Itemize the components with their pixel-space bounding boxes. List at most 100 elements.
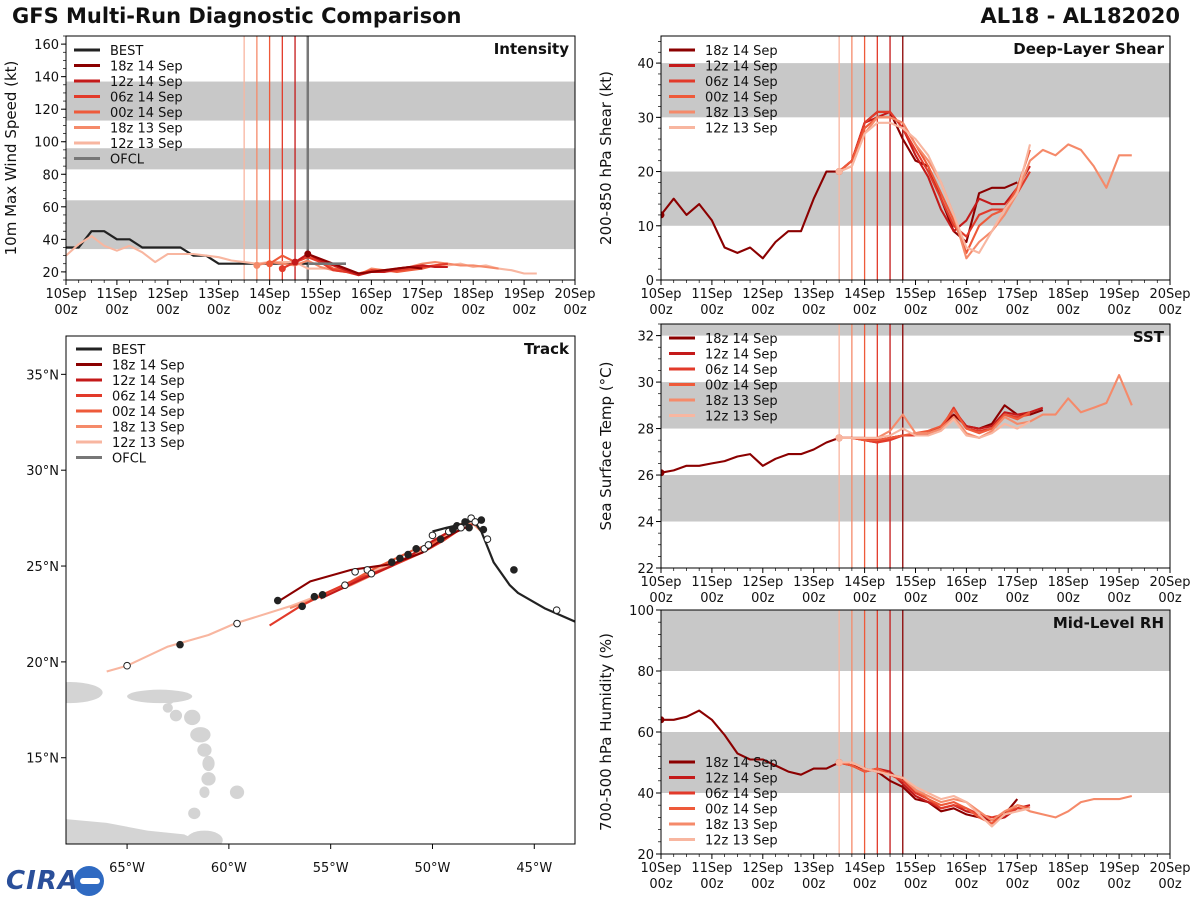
sst-chart: 22242628303210Sep00z11Sep00z12Sep00z13Se…	[597, 323, 1191, 606]
sst-init-marker	[661, 469, 665, 477]
sst-ytick-label: 26	[637, 469, 654, 484]
intensity-init-marker	[253, 261, 261, 269]
intensity-ytick-label: 140	[34, 71, 59, 86]
shear-line-12z-14-sep	[838, 110, 1031, 233]
shear-ytick-label: 20	[637, 166, 654, 181]
track-marker-filled	[510, 566, 518, 574]
track-legend-18z-14-sep: 18z 14 Sep	[112, 359, 185, 374]
track-legend-best: BEST	[112, 343, 145, 358]
shear-line-18z-13-sep	[838, 116, 1132, 260]
track-line-12z-13-sep	[106, 519, 474, 673]
track-legend-ofcl: OFCL	[112, 452, 147, 467]
track-ytick-label: 20°N	[26, 656, 59, 671]
island	[127, 689, 193, 704]
intensity-xtick-hour: 00z	[563, 303, 587, 318]
track-marker-filled	[273, 596, 282, 605]
sst-series-group	[661, 374, 1133, 477]
track-marker-filled	[318, 590, 327, 599]
intensity-ytick-label: 60	[42, 201, 59, 216]
rh-xtick-hour: 00z	[1158, 877, 1182, 892]
rh-init-marker	[661, 716, 665, 724]
intensity-title: Intensity	[494, 40, 570, 58]
sst-xtick-hour: 00z	[955, 591, 979, 606]
shear-title: Deep-Layer Shear	[1013, 40, 1164, 58]
island	[169, 709, 183, 722]
intensity-xtick-hour: 00z	[156, 303, 180, 318]
sst-init-marker	[835, 434, 843, 442]
track-map: 65°W 60°W 55°W 50°W 45°W 15°N 20°N 25°N 30°N 35°N…	[26, 335, 576, 876]
island	[66, 682, 103, 704]
intensity-ytick-label: 80	[42, 168, 59, 183]
rh-xtick-hour: 00z	[1057, 877, 1081, 892]
intensity-ytick-label: 160	[34, 38, 59, 53]
rh-legend-12z-14-sep: 12z 14 Sep	[705, 772, 778, 787]
intensity-xtick-day: 18Sep	[453, 287, 494, 302]
shear-xtick-hour: 00z	[853, 303, 877, 318]
rh-legend-12z-13-sep: 12z 13 Sep	[705, 834, 778, 849]
track-title: Track	[524, 340, 570, 358]
shear-ylabel: 200-850 hPa Shear (kt)	[597, 71, 615, 245]
rh-xtick-day: 11Sep	[691, 861, 732, 876]
sst-band	[661, 324, 1170, 336]
rh-ytick-label: 40	[637, 787, 654, 802]
track-marker-filled	[387, 558, 396, 567]
track-legend-12z-13-sep: 12z 13 Sep	[112, 436, 185, 451]
rh-xtick-hour: 00z	[1107, 877, 1131, 892]
shear-line-00z-14-sep	[838, 116, 1031, 254]
island	[188, 807, 201, 820]
shear-xtick-hour: 00z	[700, 303, 724, 318]
track-legend-18z-13-sep: 18z 13 Sep	[112, 421, 185, 436]
intensity-xtick-day: 13Sep	[198, 287, 239, 302]
rh-xtick-day: 18Sep	[1048, 861, 1089, 876]
track-ytick-label: 25°N	[26, 560, 59, 575]
sst-xtick-day: 13Sep	[793, 575, 834, 590]
shear-xtick-day: 13Sep	[793, 287, 834, 302]
rh-title: Mid-Level RH	[1053, 614, 1164, 632]
shear-ytick-label: 0	[646, 274, 654, 289]
intensity-ylabel: 10m Max Wind Speed (kt)	[2, 61, 20, 256]
shear-ytick-label: 10	[637, 220, 654, 235]
rh-xtick-hour: 00z	[904, 877, 928, 892]
sst-band	[661, 382, 1170, 429]
sst-ytick-label: 32	[637, 330, 654, 345]
track-marker-filled	[404, 550, 412, 559]
rh-xtick-hour: 00z	[649, 877, 673, 892]
sst-xtick-day: 16Sep	[946, 575, 987, 590]
shear-xtick-hour: 00z	[649, 303, 673, 318]
rh-xtick-day: 20Sep	[1149, 861, 1190, 876]
island	[199, 786, 210, 798]
sst-line-00z-14-sep	[839, 408, 1031, 442]
rh-ytick-label: 80	[637, 665, 654, 680]
rh-xtick-day: 19Sep	[1099, 861, 1140, 876]
sst-xtick-hour: 00z	[1057, 591, 1081, 606]
shear-xtick-hour: 00z	[1107, 303, 1131, 318]
track-marker-filled	[461, 518, 469, 526]
sst-legend-00z-14-sep: 00z 14 Sep	[705, 379, 778, 394]
rh-init-marker	[835, 759, 843, 766]
track-marker-open	[341, 581, 349, 590]
intensity-legend-00z-14-sep: 00z 14 Sep	[110, 106, 183, 121]
rh-legend-18z-14-sep: 18z 14 Sep	[705, 756, 778, 771]
island	[197, 743, 212, 757]
shear-line-06z-14-sep	[838, 110, 1031, 238]
intensity-xtick-day: 17Sep	[402, 287, 443, 302]
shear-xtick-day: 10Sep	[640, 287, 681, 302]
sst-band	[661, 475, 1170, 522]
track-line-best	[432, 518, 575, 623]
intensity-legend-12z-14-sep: 12z 14 Sep	[110, 75, 183, 90]
shear-legend-06z-14-sep: 06z 14 Sep	[705, 75, 778, 90]
rh-line-12z-13-sep	[839, 761, 1031, 828]
track-marker-open	[483, 535, 492, 544]
sst-xtick-day: 19Sep	[1099, 575, 1140, 590]
track-xtick-label: 60°W	[211, 861, 247, 876]
shear-xtick-day: 11Sep	[691, 287, 732, 302]
island	[165, 696, 174, 705]
shear-xtick-hour: 00z	[904, 303, 928, 318]
track-marker-open	[428, 531, 437, 540]
intensity-xtick-day: 15Sep	[300, 287, 341, 302]
shear-xtick-day: 14Sep	[844, 287, 885, 302]
shear-legend-00z-14-sep: 00z 14 Sep	[705, 91, 778, 106]
